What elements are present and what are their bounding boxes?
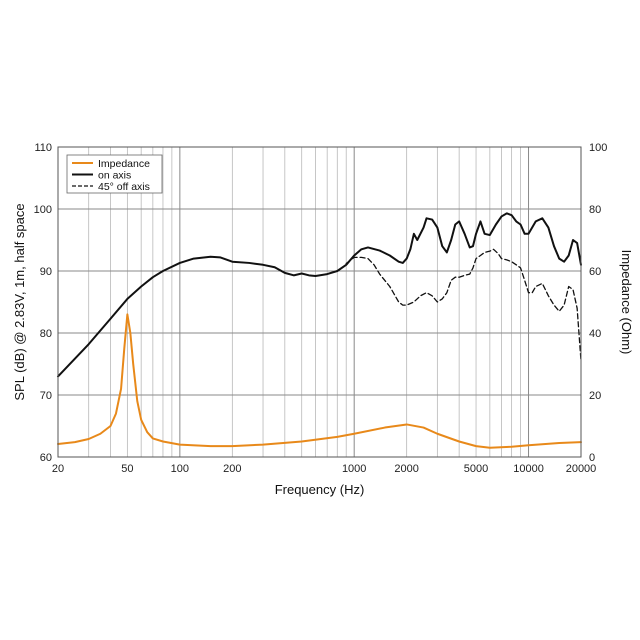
y-tick-label-right: 60 bbox=[589, 266, 601, 278]
y-tick-label-right: 20 bbox=[589, 390, 601, 402]
y-tick-label-left: 90 bbox=[40, 266, 52, 278]
y-tick-label-right: 100 bbox=[589, 142, 607, 154]
y-axis-label-right: Impedance (Ohm) bbox=[619, 250, 634, 355]
x-axis-label: Frequency (Hz) bbox=[275, 482, 365, 497]
x-tick-label: 5000 bbox=[464, 463, 488, 475]
series-line-impedance bbox=[57, 313, 582, 449]
y-tick-label-left: 80 bbox=[40, 328, 52, 340]
series-line-on-axis bbox=[57, 212, 582, 378]
x-tick-label: 1000 bbox=[342, 463, 366, 475]
tick-labels: 20 50 100 200 1000 2000 5000 10000 2000060708090… bbox=[34, 142, 608, 475]
y-tick-label-right: 40 bbox=[589, 328, 601, 340]
y-tick-label-left: 100 bbox=[34, 204, 52, 216]
x-tick-label: 200 bbox=[223, 463, 241, 475]
legend: Impedance on axis 45° off axis bbox=[66, 154, 163, 194]
plot-frame bbox=[57, 146, 582, 458]
legend-label-off-axis: 45° off axis bbox=[98, 181, 150, 193]
x-tick-label: 20000 bbox=[566, 463, 597, 475]
y-tick-label-right: 0 bbox=[589, 452, 595, 464]
y-tick-label-left: 70 bbox=[40, 390, 52, 402]
grid bbox=[58, 147, 581, 457]
x-tick-label: 20 bbox=[52, 463, 64, 475]
legend-label-on-axis: on axis bbox=[98, 170, 131, 182]
y-axis-label-left: SPL (dB) @ 2.83V, 1m, half space bbox=[12, 203, 27, 400]
series-line-45-off-axis bbox=[345, 248, 582, 362]
y-tick-label-right: 80 bbox=[589, 204, 601, 216]
legend-label-impedance: Impedance bbox=[98, 158, 150, 170]
y-tick-label-left: 110 bbox=[34, 142, 52, 154]
x-tick-label: 2000 bbox=[394, 463, 418, 475]
series-layer bbox=[57, 212, 582, 449]
x-tick-label: 50 bbox=[121, 463, 133, 475]
y-tick-label-left: 60 bbox=[40, 452, 52, 464]
x-tick-label: 100 bbox=[171, 463, 189, 475]
x-tick-label: 10000 bbox=[513, 463, 544, 475]
